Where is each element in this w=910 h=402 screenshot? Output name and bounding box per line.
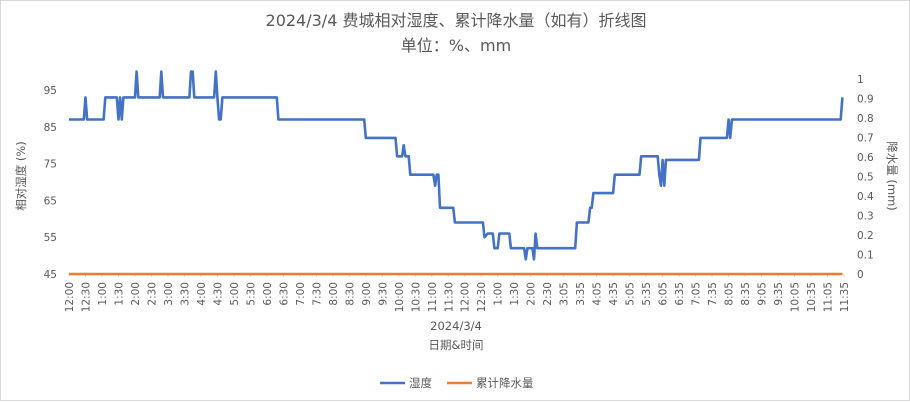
x-tick-label: 2:30 xyxy=(542,282,554,306)
y-right-tick-label: 1 xyxy=(857,74,864,86)
x-tick-label: 1:30 xyxy=(509,282,521,306)
x-tick-label: 3:35 xyxy=(575,282,587,306)
x-tick-label: 3:00 xyxy=(163,282,175,306)
x-tick-label: 10:05 xyxy=(790,282,802,312)
x-tick-label: 2:00 xyxy=(526,282,538,306)
y-left-tick-label: 55 xyxy=(44,232,57,244)
x-tick-label: 3:30 xyxy=(179,282,191,306)
legend: 湿度 累计降水量 xyxy=(380,376,534,390)
chart-subtitle: 单位：%、mm xyxy=(401,36,511,55)
x-tick-label: 8:30 xyxy=(344,282,356,306)
axes-layer: 45 55 65 75 85 95 0 0.1 0.2 0.3 0.4 0.5 0.6 0.7 0.8 0.9… xyxy=(44,74,874,312)
y-left-tick-label: 45 xyxy=(44,269,57,281)
y-right-tick-label: 0 xyxy=(857,269,864,281)
x-tick-label: 1:00 xyxy=(97,282,109,306)
x-tick-label: 7:30 xyxy=(311,282,323,306)
x-tick-label: 9:00 xyxy=(361,282,373,306)
series-layer xyxy=(69,70,844,276)
x-tick-label: 4:05 xyxy=(592,282,604,306)
legend-label-precipitation: 累计降水量 xyxy=(476,376,534,390)
x-tick-label: 5:00 xyxy=(229,282,241,306)
y-right-tick-label: 0.3 xyxy=(857,211,874,223)
x-tick-label: 8:35 xyxy=(740,282,752,306)
x-tick-label: 5:05 xyxy=(625,282,637,306)
x-tick-label: 12:00 xyxy=(460,282,472,312)
x-tick-label: 7:00 xyxy=(295,282,307,306)
x-tick-label: 12:30 xyxy=(476,282,488,312)
x-tick-label: 1:30 xyxy=(113,282,125,306)
x-tick-label: 7:05 xyxy=(691,282,703,306)
y-right-tick-label: 0.4 xyxy=(857,191,874,203)
x-tick-label: 9:35 xyxy=(773,282,785,306)
y-right-tick-label: 0.1 xyxy=(857,250,874,262)
x-tick-label: 8:00 xyxy=(328,282,340,306)
y-right-axis-title: 降水量 (mm) xyxy=(885,141,899,211)
y-left-tick-label: 65 xyxy=(44,195,57,207)
x-tick-label: 9:30 xyxy=(377,282,389,306)
y-right-tick-label: 0.2 xyxy=(857,230,874,242)
y-right-tick-label: 0.8 xyxy=(857,113,874,125)
date-label: 2024/3/4 xyxy=(430,319,482,333)
x-tick-label: 6:35 xyxy=(674,282,686,306)
y-left-tick-label: 85 xyxy=(44,122,57,134)
y-right-tick-label: 0.5 xyxy=(857,172,874,184)
x-tick-label: 10:30 xyxy=(410,282,422,312)
x-tick-label: 7:35 xyxy=(707,282,719,306)
x-tick-label: 12:00 xyxy=(64,282,76,312)
x-tick-label: 6:05 xyxy=(658,282,670,306)
legend-label-humidity: 湿度 xyxy=(409,376,432,390)
y-left-tick-label: 75 xyxy=(44,159,57,171)
y-right-tick-label: 0.6 xyxy=(857,152,874,164)
y-right-tick-label: 0.9 xyxy=(857,94,874,106)
x-tick-label: 11:00 xyxy=(427,282,439,312)
x-tick-label: 6:00 xyxy=(262,282,274,306)
x-tick-label: 2:30 xyxy=(146,282,158,306)
x-tick-label: 2:00 xyxy=(130,282,142,306)
humidity-series-line xyxy=(69,70,844,261)
y-left-tick-label: 95 xyxy=(44,85,57,97)
x-tick-label: 8:05 xyxy=(724,282,736,306)
x-tick-label: 11:30 xyxy=(443,282,455,312)
x-tick-label: 10:00 xyxy=(394,282,406,312)
x-tick-label: 1:00 xyxy=(493,282,505,306)
x-tick-label: 5:35 xyxy=(641,282,653,306)
x-tick-label: 4:30 xyxy=(212,282,224,306)
x-tick-label: 4:35 xyxy=(608,282,620,306)
x-tick-label: 11:35 xyxy=(839,282,851,312)
x-tick-label: 4:00 xyxy=(196,282,208,306)
x-axis-title: 日期&时间 xyxy=(429,338,484,352)
x-tick-label: 9:05 xyxy=(757,282,769,306)
x-tick-label: 6:30 xyxy=(278,282,290,306)
chart-title: 2024/3/4 费城相对湿度、累计降水量（如有）折线图 xyxy=(266,11,647,30)
x-tick-label: 3:05 xyxy=(559,282,571,306)
y-right-tick-label: 0.7 xyxy=(857,133,874,145)
x-tick-label: 11:05 xyxy=(823,282,835,312)
y-left-axis-title: 相对湿度 (%) xyxy=(14,141,28,211)
x-tick-label: 5:30 xyxy=(245,282,257,306)
x-tick-label: 10:35 xyxy=(806,282,818,312)
x-tick-label: 12:30 xyxy=(80,282,92,312)
